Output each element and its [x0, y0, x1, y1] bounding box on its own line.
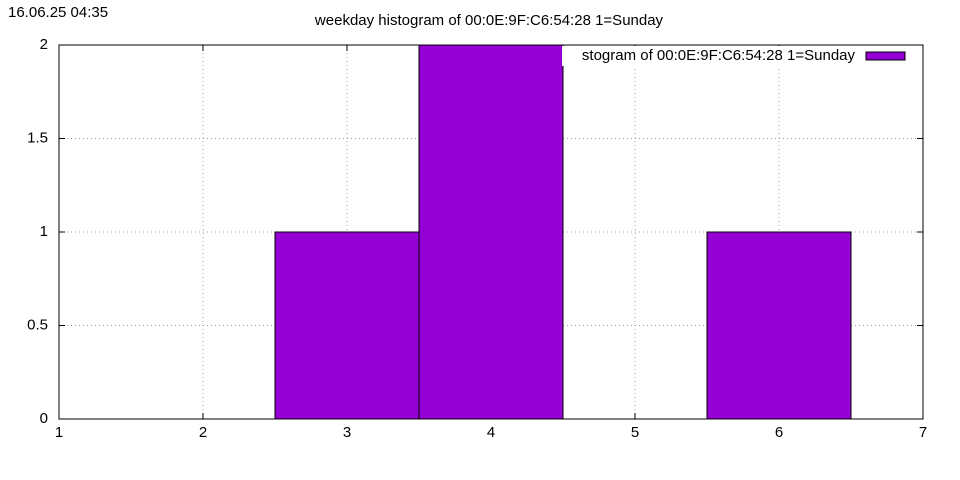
bar: [418, 44, 564, 420]
x-tick-label: 1: [55, 424, 63, 441]
y-tick-label: 0: [40, 410, 48, 427]
legend-background: [562, 46, 862, 66]
x-tick-label: 4: [487, 424, 495, 441]
y-tick-label: 0.5: [27, 316, 48, 333]
legend-swatch: [865, 51, 906, 61]
y-tick-label: 2: [40, 36, 48, 53]
plot-border: [58, 44, 924, 420]
timestamp: 16.06.25 04:35: [8, 4, 108, 21]
bar: [274, 231, 420, 420]
x-tick-label: 5: [631, 424, 639, 441]
x-tick-label: 2: [199, 424, 207, 441]
legend-label: stogram of 00:0E:9F:C6:54:28 1=Sunday: [582, 47, 856, 64]
x-tick-label: 3: [343, 424, 351, 441]
x-tick-label: 7: [919, 424, 927, 441]
x-tick-label: 6: [775, 424, 783, 441]
bar: [706, 231, 852, 420]
chart-title: weekday histogram of 00:0E:9F:C6:54:28 1…: [314, 12, 664, 29]
y-tick-label: 1: [40, 223, 48, 240]
y-tick-label: 1.5: [27, 129, 48, 146]
